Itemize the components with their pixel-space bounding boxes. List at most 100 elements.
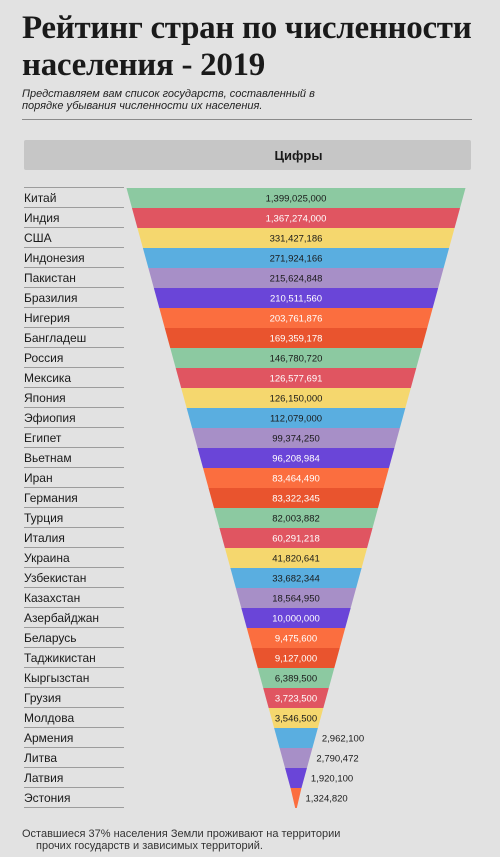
funnel-segment-19 [224, 548, 368, 568]
value-label-14: 96,208,984 [272, 454, 320, 465]
row-divider [24, 247, 124, 248]
country-label-27: Молдова [24, 711, 75, 725]
row-divider [24, 647, 124, 648]
funnel-segment-13 [192, 428, 400, 448]
row-divider [24, 527, 124, 528]
funnel-segment-17 [213, 508, 379, 528]
country-label-13: Египет [24, 431, 62, 445]
value-label-5: 215,624,848 [270, 274, 323, 285]
country-label-4: Индонезия [24, 251, 85, 265]
value-label-4: 271,924,166 [270, 254, 323, 265]
value-label-31: 1,324,820 [305, 794, 347, 805]
value-label-1: 1,399,025,000 [266, 194, 327, 205]
row-divider [24, 367, 124, 368]
row-divider [24, 327, 124, 328]
column-header-label: Цифры [274, 147, 323, 163]
value-label-30: 1,920,100 [311, 774, 353, 785]
value-label-24: 9,127,000 [275, 654, 317, 665]
value-label-2: 1,367,274,000 [266, 214, 327, 225]
funnel-segment-20 [230, 568, 362, 588]
country-label-3: США [24, 231, 52, 245]
value-label-23: 9,475,600 [275, 634, 317, 645]
value-label-20: 33,682,344 [272, 574, 320, 585]
country-label-18: Италия [24, 531, 65, 545]
row-divider [24, 747, 124, 748]
row-divider [24, 187, 124, 188]
country-label-24: Таджикистан [24, 651, 96, 665]
funnel-segment-30 [285, 768, 307, 788]
funnel-segment-16 [208, 488, 384, 508]
country-label-21: Казахстан [24, 591, 81, 605]
row-divider [24, 627, 124, 628]
row-divider [24, 727, 124, 728]
value-label-9: 146,780,720 [270, 354, 323, 365]
funnel-segment-23 [246, 628, 346, 648]
row-divider [24, 347, 124, 348]
funnel-segment-5 [148, 268, 444, 288]
funnel-segment-3 [137, 228, 455, 248]
country-label-9: Россия [24, 351, 64, 365]
country-label-10: Мексика [24, 371, 72, 385]
row-divider [24, 467, 124, 468]
country-label-1: Китай [24, 191, 57, 205]
country-label-26: Грузия [24, 691, 62, 705]
funnel-segment-26 [263, 688, 329, 708]
funnel-segment-2 [131, 208, 461, 228]
value-label-11: 126,150,000 [270, 394, 323, 405]
value-label-25: 6,389,500 [275, 674, 317, 685]
row-divider [24, 687, 124, 688]
country-label-17: Турция [24, 511, 64, 525]
funnel-segment-15 [203, 468, 389, 488]
country-label-31: Эстония [24, 791, 71, 805]
country-label-19: Украина [24, 551, 70, 565]
value-label-12: 112,079,000 [270, 414, 322, 425]
row-divider [24, 507, 124, 508]
row-divider [24, 427, 124, 428]
country-label-29: Литва [24, 751, 57, 765]
funnel-segment-4 [142, 248, 450, 268]
footnote-line-1: Оставшиеся 37% населения Земли проживают… [22, 828, 341, 840]
page-subtitle: Представляем вам список государств, сост… [22, 88, 315, 112]
funnel-segment-9 [170, 348, 422, 368]
country-label-20: Узбекистан [24, 571, 87, 585]
country-label-2: Индия [24, 211, 60, 225]
country-label-14: Вьетнам [24, 451, 72, 465]
country-label-6: Бразилия [24, 291, 78, 305]
row-divider [24, 207, 124, 208]
value-label-13: 99,374,250 [272, 434, 320, 445]
funnel-segment-10 [175, 368, 417, 388]
country-label-12: Эфиопия [24, 411, 76, 425]
value-label-17: 82,003,882 [272, 514, 320, 525]
footnote: Оставшиеся 37% населения Земли проживают… [22, 828, 362, 852]
value-label-18: 60,291,218 [272, 534, 320, 545]
funnel-segment-22 [241, 608, 351, 628]
country-label-28: Армения [24, 731, 74, 745]
value-label-19: 41,820,641 [272, 554, 320, 565]
value-label-22: 10,000,000 [272, 614, 320, 625]
funnel-segment-8 [164, 328, 428, 348]
country-label-5: Пакистан [24, 271, 76, 285]
value-label-28: 2,962,100 [322, 734, 364, 745]
country-label-11: Япония [24, 391, 66, 405]
funnel-segment-24 [252, 648, 340, 668]
country-label-8: Бангладеш [24, 331, 87, 345]
value-label-8: 169,359,178 [270, 334, 323, 345]
funnel-segment-25 [257, 668, 335, 688]
row-divider [24, 607, 124, 608]
footnote-line-2: прочих государств и зависимых территорий… [36, 840, 263, 852]
row-divider [24, 787, 124, 788]
value-label-7: 203,761,876 [270, 314, 323, 325]
column-header-bar: Цифры [24, 140, 471, 170]
row-divider [24, 447, 124, 448]
funnel-segment-1 [126, 188, 466, 208]
value-label-6: 210,511,560 [270, 294, 322, 305]
country-label-23: Беларусь [24, 631, 77, 645]
funnel-segment-12 [186, 408, 406, 428]
title-divider [22, 119, 472, 120]
funnel-segment-21 [235, 588, 357, 608]
funnel-segment-11 [181, 388, 411, 408]
row-divider [24, 487, 124, 488]
funnel-segment-27 [268, 708, 324, 728]
row-divider [24, 567, 124, 568]
